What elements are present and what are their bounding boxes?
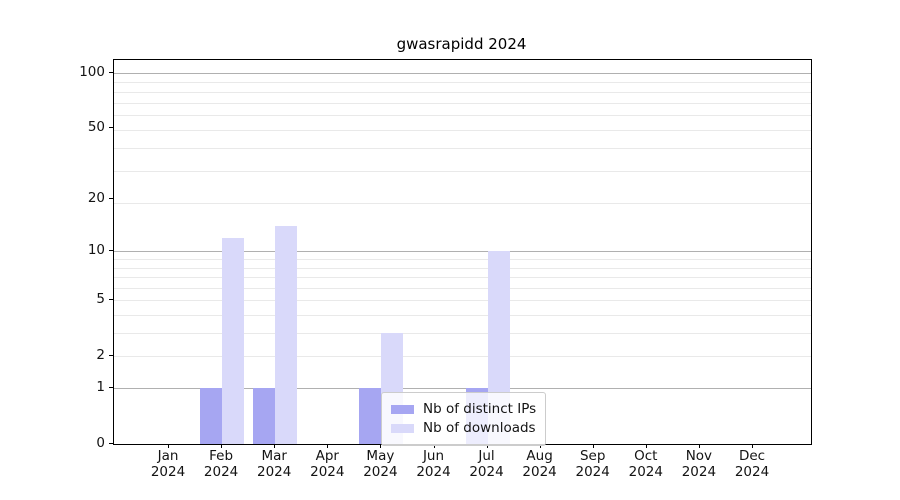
y-tick-label: 0 — [96, 435, 105, 451]
x-tick-label-dec: Dec 2024 — [722, 448, 782, 480]
gridline-minor — [114, 355, 811, 357]
x-tick-label-jul: Jul 2024 — [457, 448, 517, 480]
gridline-minor — [114, 276, 811, 278]
gridline-minor — [114, 332, 811, 334]
gridline-minor — [114, 300, 811, 301]
x-tick-label-aug: Aug 2024 — [510, 448, 570, 480]
y-tick-label: 10 — [87, 242, 105, 259]
x-tick-mark — [592, 444, 594, 448]
x-tick-label-sep: Sep 2024 — [563, 448, 623, 480]
x-tick-sublabel: 2024 — [681, 463, 717, 480]
x-tick-mark — [327, 444, 329, 448]
gridline-minor — [114, 203, 811, 205]
y-tick-mark — [109, 127, 113, 129]
y-tick-label: 1 — [96, 379, 105, 396]
x-tick-mark — [168, 444, 169, 448]
y-tick-mark — [109, 250, 113, 252]
chart-title: gwasrapidd 2024 — [396, 35, 527, 53]
legend-swatch-downloads — [391, 423, 414, 433]
x-tick-sublabel: 2024 — [628, 463, 663, 480]
x-tick-mark — [645, 444, 647, 448]
gridline-minor — [114, 91, 811, 93]
x-tick-mark — [221, 444, 223, 448]
gridline-major — [114, 388, 811, 390]
legend-item-distinct-ips: Nb of distinct IPs — [391, 401, 536, 417]
gridline-minor — [114, 147, 811, 149]
gridline-minor — [114, 259, 811, 260]
y-tick-mark — [109, 72, 113, 74]
y-tick-mark — [109, 443, 113, 444]
x-tick-label-feb: Feb 2024 — [191, 448, 251, 480]
bar-distinct-ips-feb — [200, 388, 223, 444]
y-tick-mark — [109, 299, 113, 300]
x-tick-sublabel: 2024 — [203, 463, 239, 480]
y-tick-label: 100 — [79, 64, 105, 81]
bar-downloads-feb — [222, 237, 245, 444]
x-tick-sublabel: 2024 — [257, 463, 292, 480]
x-tick-mark — [433, 444, 435, 448]
bar-downloads-mar — [275, 226, 298, 444]
x-tick-sublabel: 2024 — [522, 463, 557, 480]
gridline-minor — [114, 115, 811, 116]
x-tick-label-may: May 2024 — [350, 448, 410, 480]
x-tick-label-nov: Nov 2024 — [669, 448, 729, 480]
x-tick-label-apr: Apr 2024 — [297, 448, 357, 480]
legend-item-downloads: Nb of downloads — [391, 420, 536, 436]
x-tick-sublabel: 2024 — [416, 463, 451, 480]
legend-label-distinct-ips: Nb of distinct IPs — [423, 401, 537, 417]
x-tick-mark — [539, 444, 541, 448]
x-tick-sublabel: 2024 — [310, 463, 345, 480]
gridline-minor — [114, 82, 811, 84]
x-tick-sublabel: 2024 — [575, 463, 610, 480]
bar-distinct-ips-mar — [253, 388, 276, 444]
gridline-major — [114, 251, 811, 253]
x-tick-sublabel: 2024 — [469, 463, 504, 480]
legend-swatch-distinct-ips — [391, 404, 414, 414]
gridline-minor — [114, 170, 811, 172]
x-tick-label-mar: Mar 2024 — [244, 448, 304, 480]
y-tick-label: 20 — [87, 190, 105, 207]
gridline-minor — [114, 287, 811, 289]
legend: Nb of distinct IPs Nb of downloads — [381, 392, 547, 446]
x-tick-sublabel: 2024 — [150, 463, 186, 480]
x-tick-label-oct: Oct 2024 — [616, 448, 676, 480]
x-tick-mark — [486, 444, 488, 448]
x-tick-mark — [752, 444, 753, 448]
legend-label-downloads: Nb of downloads — [423, 420, 536, 436]
y-tick-mark — [109, 198, 113, 200]
bar-distinct-ips-may — [359, 388, 382, 444]
x-tick-label-jun: Jun 2024 — [404, 448, 464, 480]
gridline-minor — [114, 129, 811, 131]
plot-area: Nb of distinct IPs Nb of downloads — [113, 59, 812, 446]
y-tick-label: 50 — [87, 119, 105, 136]
x-tick-sublabel: 2024 — [734, 463, 770, 480]
x-tick-mark — [380, 444, 382, 448]
y-tick-mark — [109, 354, 113, 356]
gridline-major — [114, 73, 811, 75]
x-tick-mark — [274, 444, 276, 448]
gridline-minor — [114, 102, 811, 104]
x-tick-label-jan: Jan 2024 — [138, 448, 198, 480]
gridline-minor — [114, 267, 811, 269]
y-tick-mark — [109, 387, 113, 389]
gridline-minor — [114, 314, 811, 316]
x-tick-mark — [698, 444, 700, 448]
y-tick-label: 5 — [96, 291, 105, 307]
x-tick-sublabel: 2024 — [363, 463, 398, 480]
y-tick-label: 2 — [96, 346, 105, 363]
